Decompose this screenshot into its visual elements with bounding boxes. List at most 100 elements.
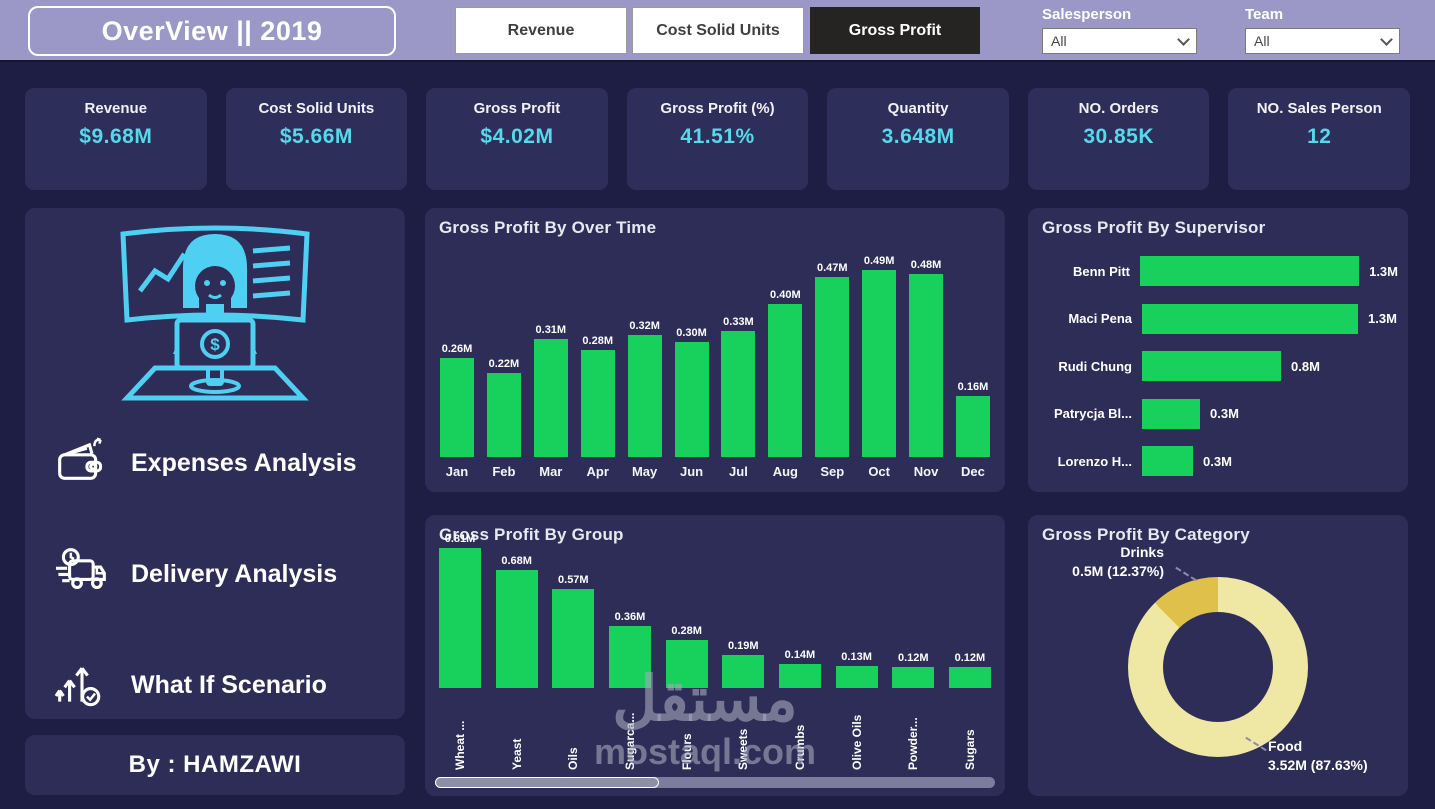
growth-icon [51, 652, 113, 719]
top-bar: OverView || 2019 Revenue Cost Solid Unit… [0, 0, 1435, 62]
bar[interactable] [768, 304, 803, 457]
chart-title: Gross Profit By Supervisor [1042, 218, 1266, 237]
axis-label: Maci Pena [1068, 311, 1132, 326]
analyst-illustration: $ [25, 216, 405, 404]
kpi-card: NO. Orders 30.85K [1027, 88, 1210, 190]
bar[interactable] [1142, 351, 1281, 381]
axis-label: Wheat ... [453, 720, 467, 770]
bar-value-label: 0.40M [770, 289, 801, 301]
bar-column: 0.13M Olive Oils [834, 651, 880, 770]
bar-value-label: 0.30M [676, 327, 707, 339]
bar[interactable] [495, 570, 538, 688]
bar-value-label: 0.28M [582, 335, 613, 347]
axis-label: Sep [820, 464, 845, 479]
bar-column: 0.31M Mar [531, 324, 571, 482]
bar-value-label: 0.28M [671, 625, 702, 637]
nav-button-cost-solid-units[interactable]: Cost Solid Units [632, 7, 804, 54]
sidebar-menu: Expenses Analysis Delivery Analysis [25, 404, 405, 719]
bar[interactable] [486, 373, 521, 457]
bar-column: 0.57M Oils [550, 574, 596, 770]
bar-value-label: 1.3M [1368, 311, 1397, 326]
axis-label: May [631, 464, 658, 479]
bar[interactable] [533, 339, 568, 457]
bar[interactable] [815, 277, 850, 457]
bar-value-label: 0.68M [501, 555, 532, 567]
bar[interactable] [580, 350, 615, 457]
author-credit: By : HAMZAWI [128, 751, 302, 778]
axis-label: Feb [492, 464, 516, 479]
author-card: By : HAMZAWI [25, 735, 405, 795]
category-donut-chart[interactable] [1128, 577, 1308, 757]
axis-label: Jul [729, 464, 748, 479]
bar-value-label: 0.36M [614, 611, 646, 623]
kpi-row: Revenue $9.68M Cost Solid Units $5.66M Gross… [25, 88, 1411, 190]
bar-value-label: 0.16M [957, 381, 989, 393]
bar[interactable] [1142, 398, 1200, 429]
bar[interactable] [1142, 303, 1358, 334]
bar-value-label: 0.33M [723, 316, 754, 328]
kpi-value: 12 [1307, 125, 1332, 148]
nav-button-revenue[interactable]: Revenue [455, 7, 627, 54]
bar[interactable] [627, 335, 662, 457]
gross-profit-over-time-panel: Gross Profit By Over Time 0.26M Jan 0.22M F… [425, 208, 1005, 492]
bar[interactable] [722, 655, 765, 688]
nav-button-gross-profit[interactable]: Gross Profit [810, 7, 980, 54]
axis-label: Yeast [509, 738, 524, 770]
team-dropdown[interactable]: All [1245, 28, 1400, 54]
kpi-label: Revenue [84, 100, 148, 117]
horizontal-scrollbar-track[interactable] [435, 777, 995, 788]
table-row: Maci Pena 1.3M [1042, 303, 1398, 334]
kpi-label: Quantity [887, 100, 949, 117]
salesperson-dropdown[interactable]: All [1042, 28, 1197, 54]
kpi-label: NO. Orders [1078, 100, 1159, 117]
axis-label: Olive Oils [849, 714, 864, 770]
axis-label: Flours [679, 733, 694, 770]
axis-label: Dec [961, 464, 985, 479]
bar-column: 0.48M Nov [906, 259, 946, 482]
axis-label: Sugars [962, 729, 977, 770]
bar-column: 0.30M Jun [672, 327, 712, 482]
bar[interactable] [440, 358, 474, 457]
menu-item-label: Expenses Analysis [131, 449, 357, 477]
bar[interactable] [909, 274, 944, 457]
bar-value-label: 0.19M [727, 640, 759, 652]
bar[interactable] [892, 667, 935, 688]
kpi-label: NO. Sales Person [1256, 100, 1382, 117]
bar[interactable] [1140, 256, 1360, 286]
bar[interactable] [608, 626, 651, 688]
bar[interactable] [721, 331, 756, 457]
bar[interactable] [1142, 446, 1193, 476]
nav-button-label: Gross Profit [848, 21, 942, 39]
bar-value-label: 0.49M [863, 255, 895, 267]
kpi-card: Gross Profit $4.02M [426, 88, 608, 190]
bar[interactable] [948, 667, 991, 688]
menu-item-what-if-scenario[interactable]: What If Scenario [51, 652, 379, 719]
kpi-value: $5.66M [279, 125, 353, 148]
bar[interactable] [835, 666, 878, 688]
bar-value-label: 0.22M [488, 358, 520, 370]
sidebar-panel: $ Expenses Analysis [25, 208, 405, 719]
bar[interactable] [862, 270, 897, 457]
menu-item-expenses-analysis[interactable]: Expenses Analysis [51, 430, 379, 497]
axis-label: Powder... [906, 717, 921, 770]
bar-column: 0.68M Yeast [494, 555, 540, 770]
bar[interactable] [674, 342, 709, 457]
group-bar-chart: 0.81M Wheat ... 0.68M Yeast 0.57M Oils 0.36M Su… [437, 533, 993, 770]
bar-value-label: 0.3M [1210, 406, 1239, 421]
bar[interactable] [552, 589, 595, 688]
menu-item-delivery-analysis[interactable]: Delivery Analysis [51, 541, 379, 608]
slice-name: Food [1268, 738, 1303, 754]
bar[interactable] [665, 640, 708, 688]
bar-column: 0.22M Feb [484, 358, 524, 482]
table-row: Patrycja Bl... 0.3M [1042, 398, 1398, 429]
kpi-label: Cost Solid Units [258, 100, 375, 117]
kpi-value: $4.02M [480, 125, 554, 148]
bar[interactable] [439, 548, 481, 688]
bar[interactable] [778, 664, 821, 688]
bar[interactable] [955, 396, 990, 457]
horizontal-scrollbar-thumb[interactable] [435, 777, 659, 788]
bar-value-label: 0.31M [535, 324, 567, 336]
chart-title: Gross Profit By Over Time [439, 218, 657, 237]
bar-column: 0.16M Dec [953, 381, 993, 482]
report-title: OverView || 2019 [101, 15, 323, 46]
